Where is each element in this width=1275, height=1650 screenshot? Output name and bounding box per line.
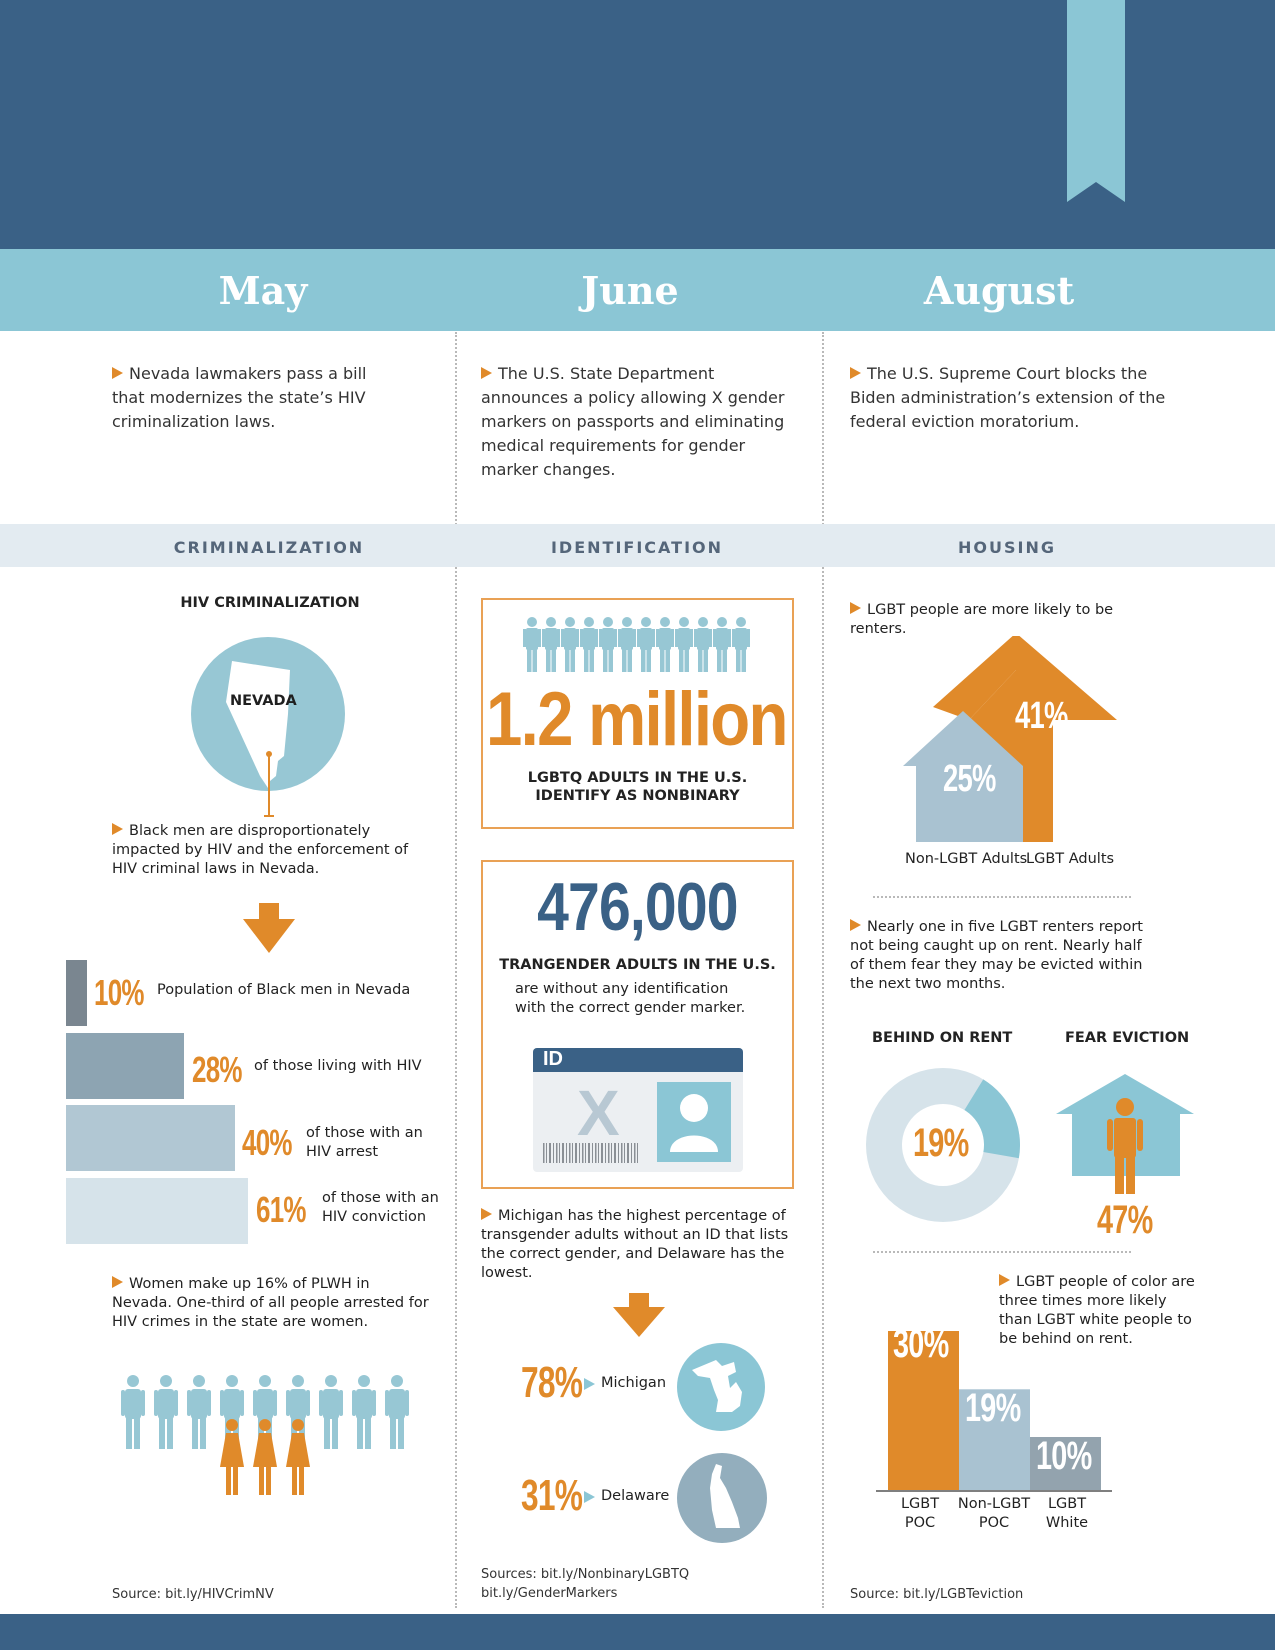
bullet-arrow-icon	[850, 919, 861, 931]
section-label-band	[0, 524, 1275, 567]
bullet-arrow-icon	[850, 367, 861, 379]
nonbinary-stat-box	[481, 598, 794, 829]
identification-source-1: Sources: bit.ly/NonbinaryLGBTQ	[481, 1567, 690, 1582]
identification-text: Michigan has the highest percentage of t…	[481, 1208, 789, 1281]
down-arrow-icon	[613, 1293, 665, 1337]
hiv-bar-3-pct: 40%	[242, 1122, 292, 1163]
behind-on-rent-pct: 19%	[913, 1121, 969, 1165]
delaware-label: Delaware	[601, 1488, 670, 1504]
renters-lgbt-pct: 41%	[1015, 695, 1068, 737]
column-divider-right	[822, 332, 824, 1608]
id-card-x-marker: X	[577, 1077, 620, 1149]
hiv-bar-4-label: of those with an HIV conviction	[322, 1190, 439, 1225]
rent-bar-1-label: LGBT POC	[900, 1496, 940, 1531]
section-criminalization: CRIMINALIZATION	[173, 538, 365, 557]
transgender-stat-text: are without any identification with the …	[515, 981, 746, 1016]
bullet-arrow-icon	[481, 367, 492, 379]
rent-bar-1-pct: 30%	[893, 1322, 949, 1366]
rent-bar-2	[959, 1389, 1030, 1490]
hiv-bar-3	[66, 1105, 235, 1171]
michigan-map-icon	[677, 1343, 765, 1431]
rent-bar-3-label: LGBT White	[1045, 1496, 1089, 1531]
ribbon-bookmark-icon	[1067, 0, 1125, 202]
header-banner	[0, 0, 1275, 249]
bullet-arrow-icon	[584, 1378, 595, 1390]
house-bar-lgbt-roof	[933, 636, 1117, 842]
renters-house-chart	[903, 636, 1117, 842]
transgender-stat-heading: TRANGENDER ADULTS IN THE U.S.	[499, 957, 776, 973]
august-intro: The U.S. Supreme Court blocks the Biden …	[850, 364, 1166, 431]
michigan-pct: 78%	[521, 1358, 583, 1407]
criminalization-text-2: Women make up 16% of PLWH in Nevada. One…	[112, 1276, 429, 1330]
delaware-map-icon	[677, 1453, 767, 1543]
month-june: June	[581, 268, 679, 313]
hiv-bar-4-pct: 61%	[256, 1189, 306, 1230]
criminalization-source: Source: bit.ly/HIVCrimNV	[112, 1587, 274, 1602]
hiv-bar-2-label: of those living with HIV	[254, 1058, 422, 1074]
nevada-map-icon	[191, 637, 345, 817]
month-august: August	[923, 268, 1075, 313]
nonbinary-stat-text-1: LGBTQ ADULTS IN THE U.S.	[527, 770, 748, 786]
rent-by-group-bar-chart	[876, 1331, 1112, 1492]
bullet-arrow-icon	[481, 1208, 492, 1220]
section-identification: IDENTIFICATION	[550, 538, 724, 557]
section-housing: HOUSING	[958, 538, 1056, 557]
delaware-pct: 31%	[521, 1471, 583, 1520]
people-men-women-icon	[121, 1375, 409, 1495]
rent-bar-3-pct: 10%	[1036, 1434, 1092, 1478]
bullet-arrow-icon	[584, 1491, 595, 1503]
housing-source: Source: bit.ly/LGBTeviction	[850, 1587, 1024, 1602]
bullet-arrow-icon	[112, 1276, 123, 1288]
hiv-bar-2-pct: 28%	[192, 1049, 242, 1090]
column-divider-left	[455, 332, 457, 1608]
hiv-bar-2	[66, 1033, 184, 1099]
nonbinary-stat-value: 1.2 million	[486, 677, 788, 762]
rent-bar-1	[888, 1331, 959, 1490]
fear-eviction-pct: 47%	[1097, 1198, 1153, 1242]
housing-text-3: LGBT people of color are three times mor…	[999, 1274, 1195, 1347]
renters-non-lgbt-label: Non-LGBT Adults	[905, 851, 1028, 867]
behind-on-rent-donut	[866, 1068, 1020, 1222]
people-row-icon	[523, 617, 750, 672]
housing-divider-1	[873, 896, 1131, 898]
fear-eviction-label: FEAR EVICTION	[1065, 1030, 1190, 1046]
rent-bar-2-pct: 19%	[965, 1386, 1021, 1430]
footer-banner	[0, 1614, 1275, 1650]
month-may: May	[218, 268, 308, 313]
transgender-stat-box	[481, 860, 794, 1189]
rent-bar-2-label: Non-LGBT POC	[957, 1496, 1031, 1531]
nonbinary-stat-text-2: IDENTIFY AS NONBINARY	[535, 788, 740, 804]
transgender-stat-value: 476,000	[537, 869, 738, 945]
june-intro: The U.S. State Department announces a po…	[481, 364, 785, 479]
hiv-bar-1	[66, 960, 87, 1026]
hiv-bar-4	[66, 1178, 248, 1244]
id-card-label: ID	[543, 1048, 563, 1070]
hiv-bar-3-label: of those with an HIV arrest	[306, 1125, 423, 1160]
timeline-month-band	[0, 249, 1275, 331]
bullet-arrow-icon	[999, 1274, 1010, 1286]
housing-text-2: Nearly one in five LGBT renters report n…	[850, 919, 1143, 992]
id-card-icon	[533, 1048, 743, 1172]
identification-source-2: bit.ly/GenderMarkers	[481, 1586, 618, 1601]
may-intro: Nevada lawmakers pass a bill that modern…	[112, 364, 367, 431]
michigan-label: Michigan	[601, 1375, 667, 1391]
hiv-bar-1-label: Population of Black men in Nevada	[157, 982, 411, 998]
behind-on-rent-label: BEHIND ON RENT	[872, 1030, 1013, 1046]
hiv-bar-1-pct: 10%	[94, 972, 144, 1013]
housing-text-1: LGBT people are more likely to be renter…	[850, 602, 1114, 637]
nevada-map-label: NEVADA	[230, 693, 297, 709]
down-arrow-icon	[243, 903, 295, 953]
eviction-house-icon	[1056, 1074, 1194, 1194]
renters-lgbt-label: LGBT Adults	[1026, 851, 1115, 867]
renters-non-lgbt-pct: 25%	[943, 758, 996, 800]
housing-divider-2	[873, 1251, 1131, 1253]
bullet-arrow-icon	[850, 602, 861, 614]
bullet-arrow-icon	[112, 823, 123, 835]
criminalization-text-1: Black men are disproportionately impacte…	[112, 823, 409, 877]
rent-bar-3	[1030, 1437, 1101, 1490]
hiv-criminalization-heading: HIV CRIMINALIZATION	[180, 595, 360, 611]
bullet-arrow-icon	[112, 367, 123, 379]
